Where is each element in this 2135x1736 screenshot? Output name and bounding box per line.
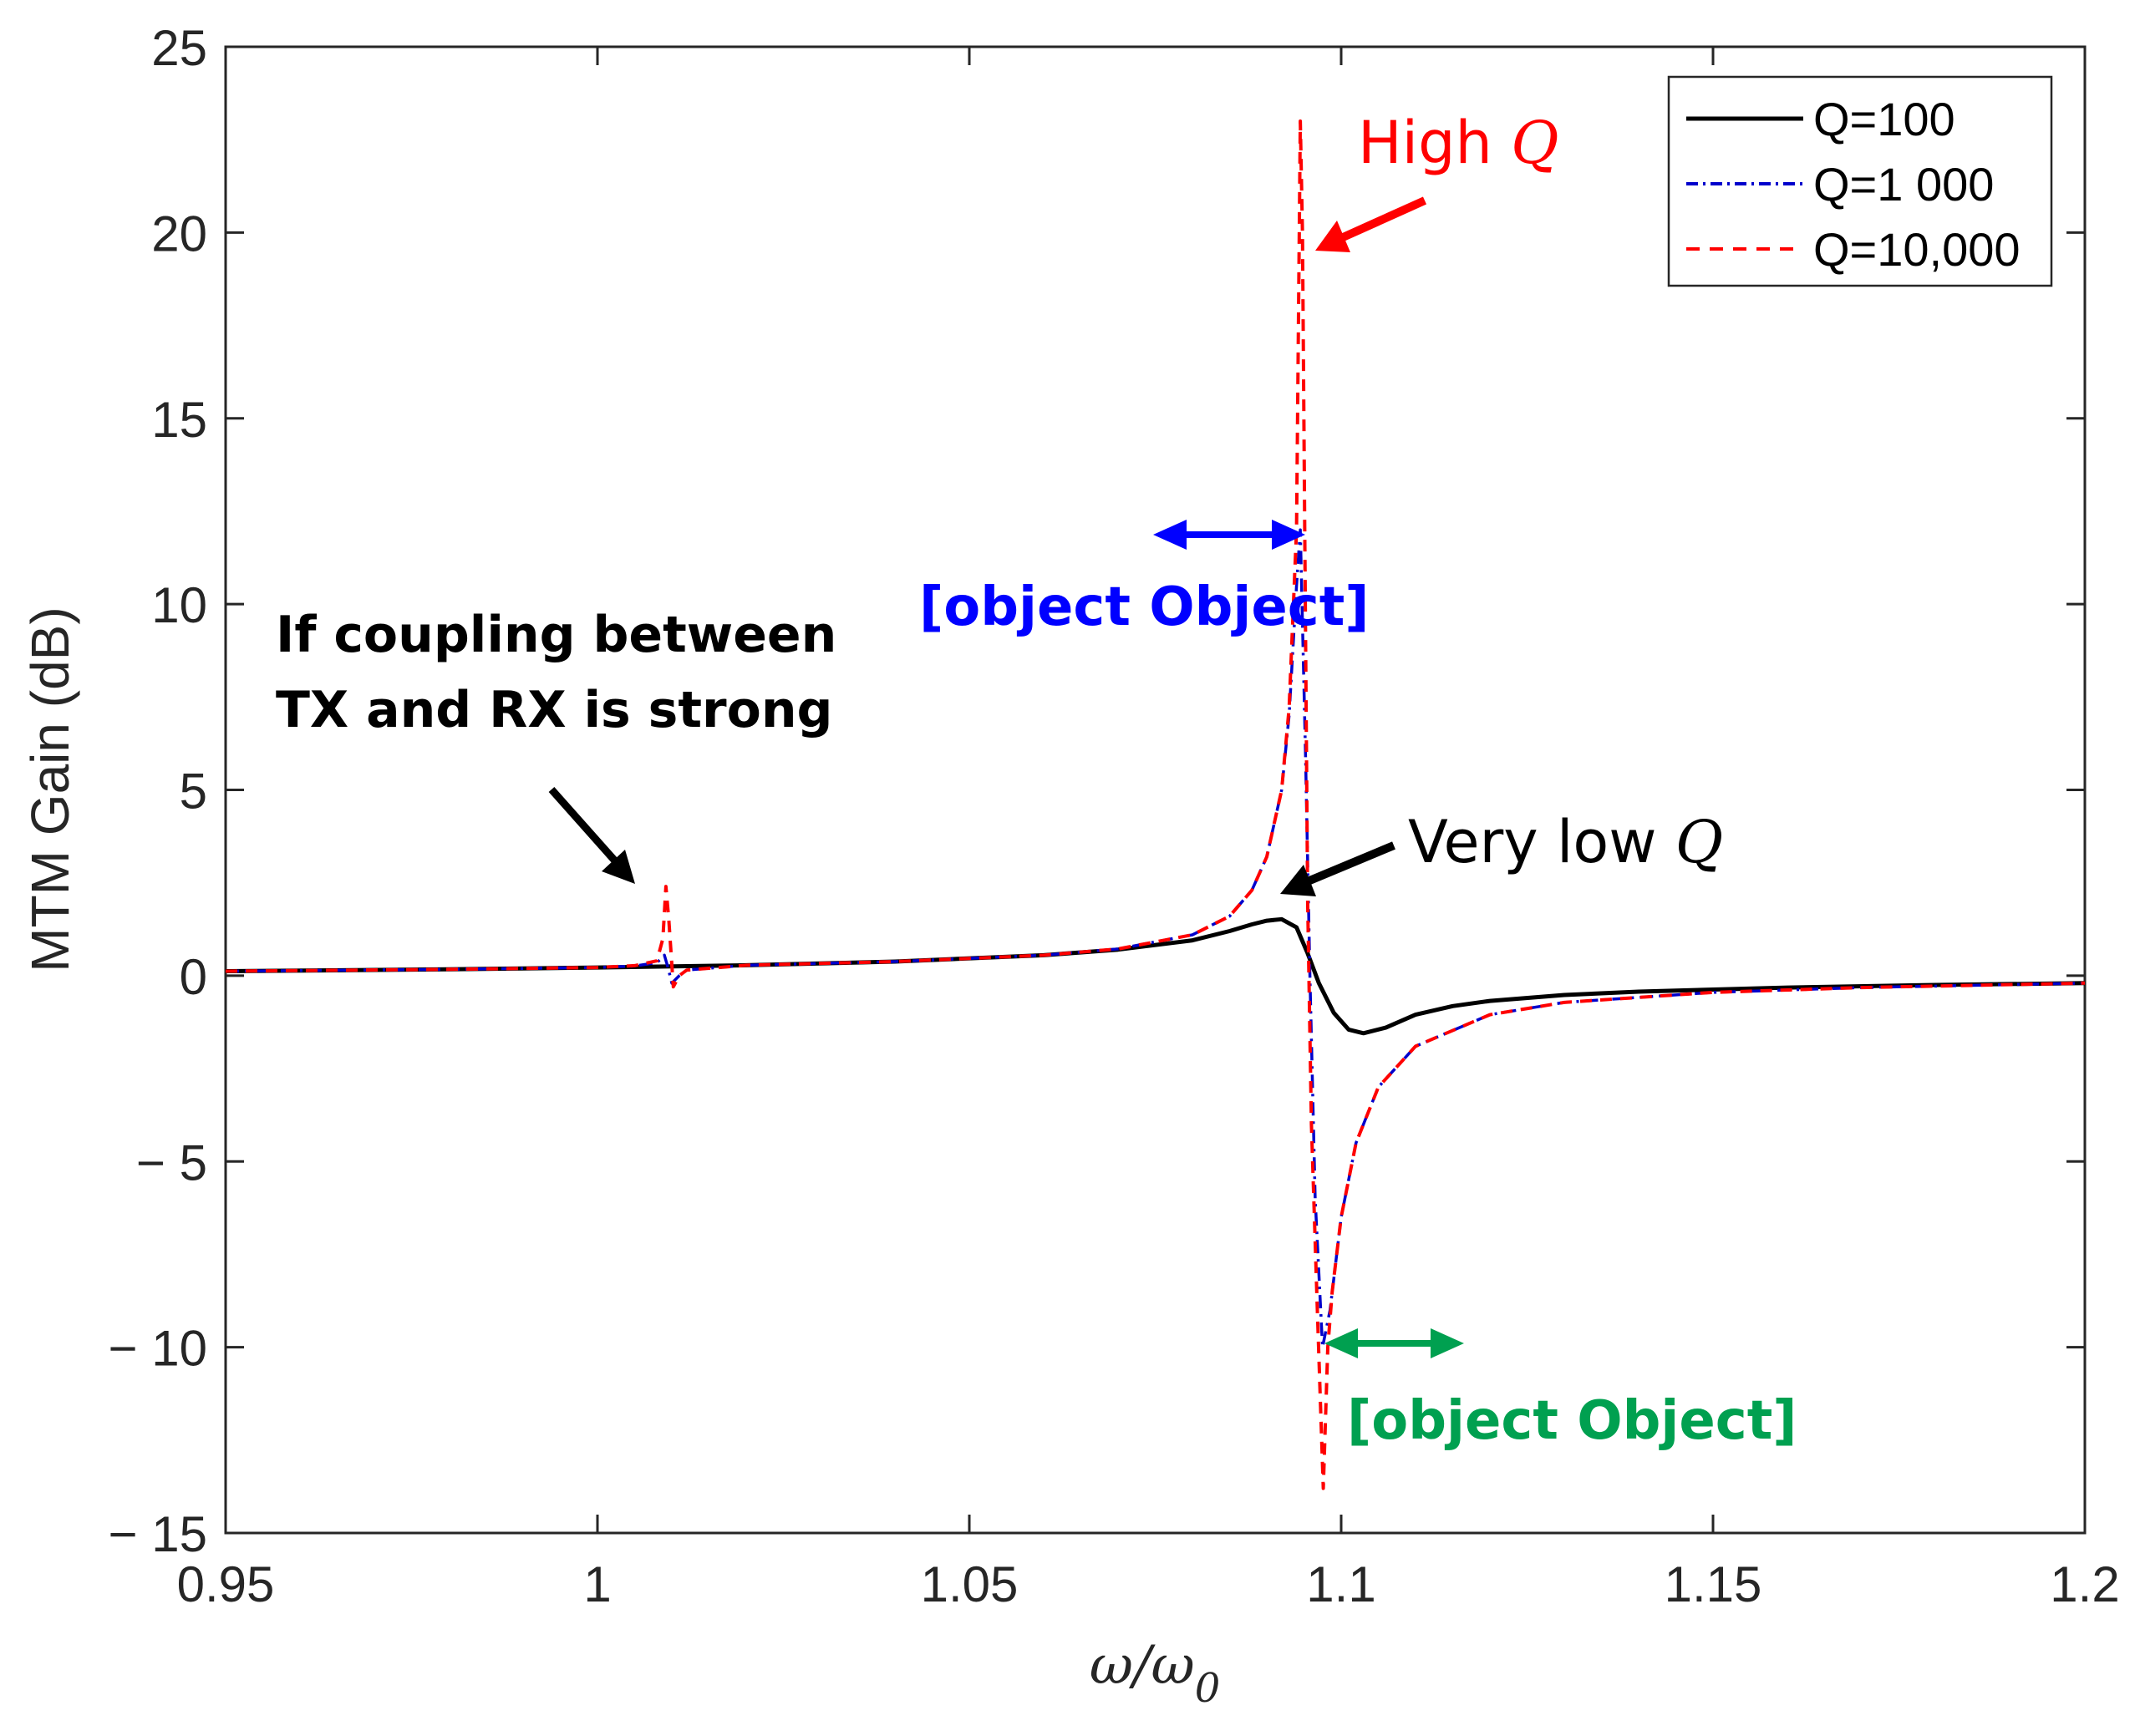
x-tick-labels: 0.95 1 1.05 1.1 1.15 1.2: [177, 1556, 2120, 1612]
x-tick-label: 1.05: [921, 1556, 1019, 1612]
y-tick-label: 20: [151, 206, 207, 261]
y-tick-label: 10: [151, 577, 207, 633]
loss-region-arrow-left-head: [1324, 1328, 1358, 1358]
high-q-label: High Q: [1358, 109, 1559, 177]
y-tick-label: 15: [151, 392, 207, 448]
legend-box: [1667, 75, 2053, 287]
tick-marks: [224, 45, 2087, 1535]
x-tick-label: 1.15: [1665, 1556, 1762, 1612]
x-axis-label-subscript: 0: [1195, 1665, 1221, 1712]
legend-label-q1000: Q=1 000: [1813, 158, 1994, 211]
y-tick-label: 5: [180, 764, 207, 820]
loss-region-arrow-right-head: [1431, 1328, 1464, 1358]
x-tick-label: 1.2: [2050, 1556, 2119, 1612]
legend-label-q100: Q=100: [1813, 93, 1955, 145]
coupling-annotation-line2: TX and RX is strong: [276, 681, 833, 739]
high-q-text: High: [1358, 109, 1511, 177]
y-tick-label: 25: [151, 20, 207, 76]
series-group: [225, 119, 2086, 1490]
x-axis-label: ω/ω0: [1090, 1635, 1220, 1712]
high-q-arrow-shaft: [1339, 196, 1427, 242]
x-tick-label: 1: [583, 1556, 611, 1612]
coupling-annotation-line1: If coupling between: [276, 606, 836, 664]
annotation-arrows: [548, 196, 1464, 1358]
y-tick-label: 0: [180, 949, 207, 1005]
y-axis-label: MTM Gain (dB): [20, 607, 80, 972]
y-tick-label: − 5: [136, 1134, 207, 1190]
coupling-arrow-head: [602, 850, 635, 884]
very-low-q-symbol: Q: [1675, 808, 1723, 876]
gain-region-arrow-left-head: [1153, 520, 1187, 550]
very-low-q-arrow-shaft: [1306, 841, 1395, 886]
y-tick-labels: 25 20 15 10 5 0 − 5 − 10 − 15: [109, 20, 207, 1562]
gain-region-label: [object Object]: [919, 576, 1370, 638]
y-tick-label: − 15: [109, 1506, 207, 1562]
series-line-q10000: [225, 119, 2086, 1490]
very-low-q-label: Very low Q: [1408, 808, 1723, 876]
gain-region-arrow-right-head: [1272, 520, 1305, 550]
high-q-arrow-head: [1315, 221, 1350, 252]
very-low-q-text: Very low: [1408, 808, 1675, 876]
loss-region-label: [object Object]: [1347, 1390, 1797, 1452]
y-tick-label: − 10: [109, 1321, 207, 1377]
high-q-symbol: Q: [1511, 109, 1558, 177]
legend-label-q10000: Q=10,000: [1813, 223, 2021, 276]
legend: Q=100 Q=1 000 Q=10,000: [1667, 75, 2053, 287]
x-tick-label: 0.95: [177, 1556, 275, 1612]
coupling-arrow-shaft: [548, 787, 622, 867]
plot-area: [224, 45, 2087, 1535]
very-low-q-arrow-head: [1280, 865, 1316, 896]
series-line-q1000: [225, 528, 2086, 1349]
x-tick-label: 1.1: [1306, 1556, 1375, 1612]
x-axis-label-main: ω/ω: [1090, 1635, 1195, 1697]
